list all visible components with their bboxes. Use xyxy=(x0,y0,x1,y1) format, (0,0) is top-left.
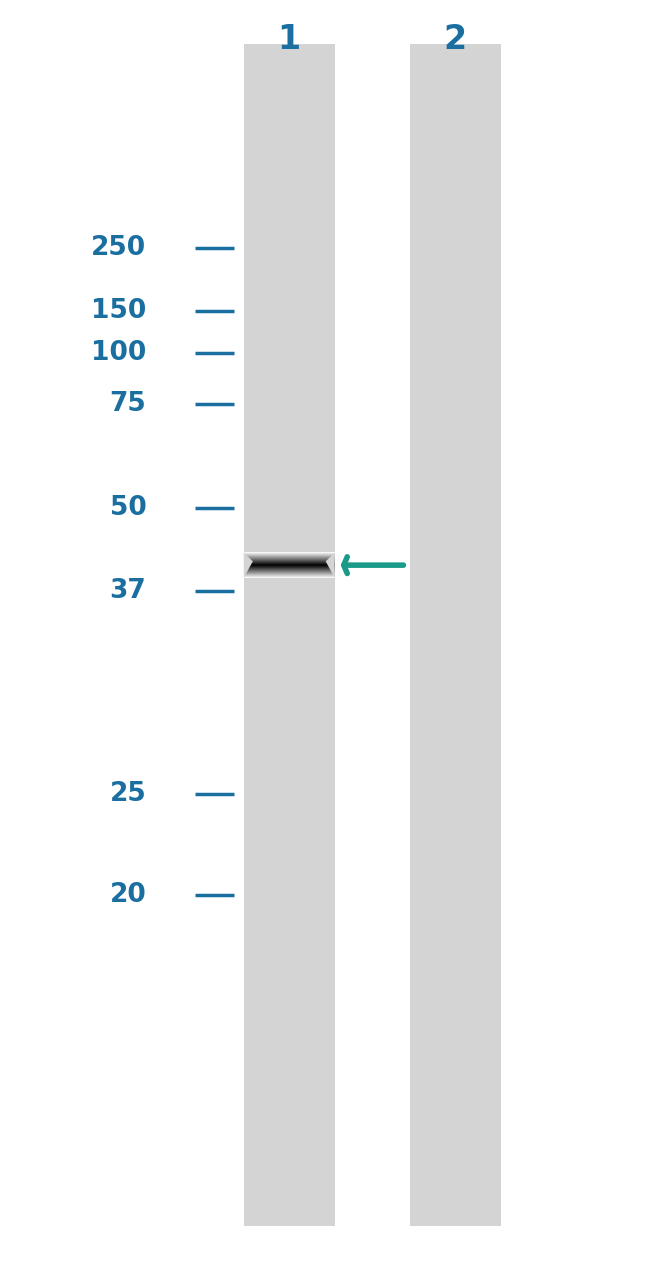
Text: 150: 150 xyxy=(91,298,146,324)
Text: 1: 1 xyxy=(278,23,301,56)
Text: 100: 100 xyxy=(91,340,146,366)
Text: 2: 2 xyxy=(443,23,467,56)
Bar xyxy=(244,44,335,1226)
Bar xyxy=(410,44,500,1226)
Text: 75: 75 xyxy=(109,391,146,417)
Polygon shape xyxy=(244,552,253,578)
Text: 20: 20 xyxy=(109,883,146,908)
Text: 250: 250 xyxy=(91,235,146,260)
Text: 37: 37 xyxy=(109,578,146,603)
Polygon shape xyxy=(326,552,335,578)
Text: 25: 25 xyxy=(109,781,146,806)
Text: 50: 50 xyxy=(109,495,146,521)
